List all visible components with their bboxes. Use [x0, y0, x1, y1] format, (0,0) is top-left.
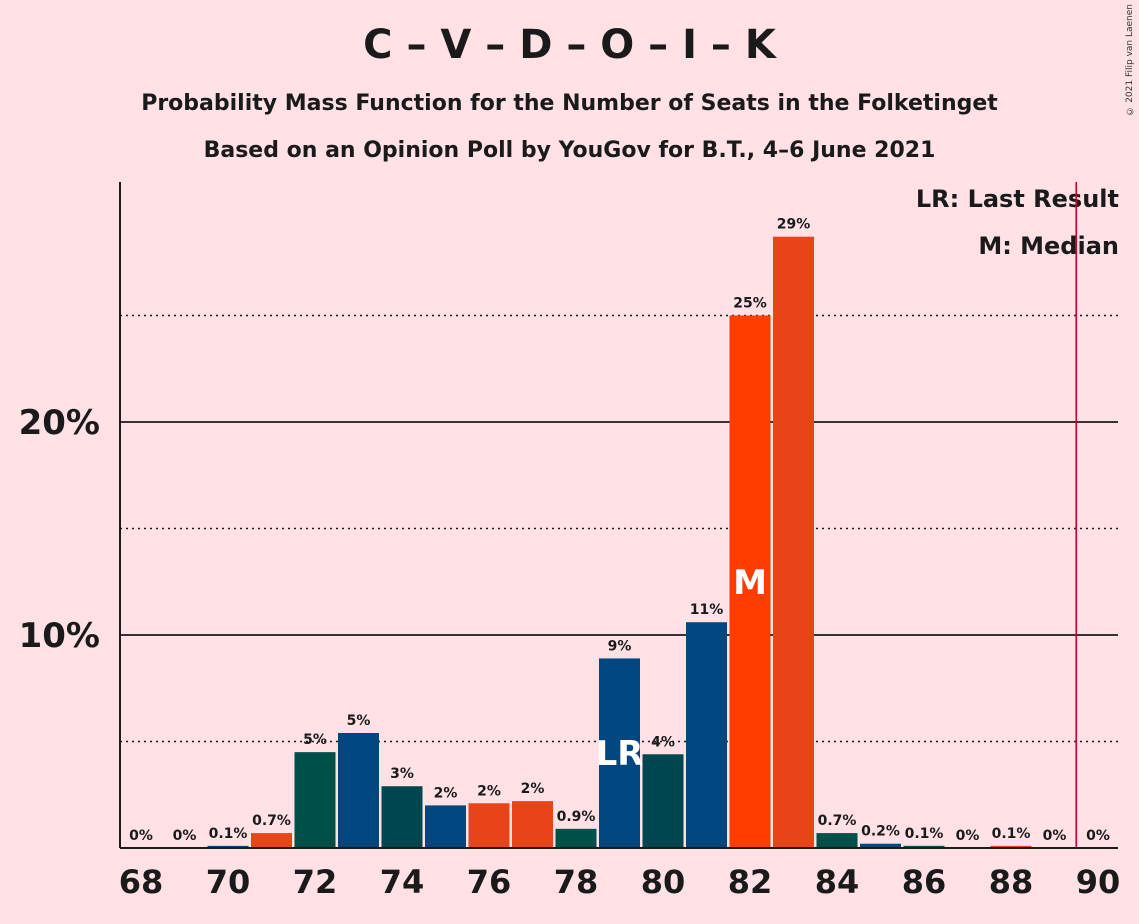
data-label: 9% — [608, 638, 632, 654]
data-label: 11% — [690, 602, 724, 618]
bar-seat-80 — [642, 754, 684, 848]
data-label: 5% — [303, 732, 327, 748]
bar-seat-75 — [425, 805, 466, 848]
data-label: 0% — [1043, 828, 1067, 844]
data-label: 0.1% — [209, 826, 248, 842]
data-label: 2% — [477, 783, 501, 799]
data-label: 0.7% — [818, 813, 857, 829]
bar-seat-71 — [251, 833, 292, 848]
bar-seat-86 — [903, 845, 945, 848]
x-tick-label: 70 — [206, 863, 251, 901]
last-result-marker: LR — [596, 734, 644, 774]
data-label: 0.2% — [861, 824, 900, 840]
bar-seat-78 — [555, 828, 597, 848]
median-marker: M — [733, 563, 767, 603]
y-tick-label: 20% — [19, 403, 100, 443]
bar-seat-70 — [207, 845, 249, 848]
bar-seat-81 — [686, 622, 727, 848]
data-label: 0% — [173, 828, 197, 844]
bar-seat-74 — [381, 786, 423, 848]
data-label: 0.1% — [992, 826, 1031, 842]
bar-seat-72 — [294, 752, 336, 848]
x-tick-label: 86 — [902, 863, 947, 901]
bar-seat-84 — [816, 833, 858, 848]
x-tick-label: 88 — [989, 863, 1034, 901]
data-label: 5% — [347, 713, 371, 729]
chart-title: C – V – D – O – I – K — [363, 22, 776, 68]
data-label: 29% — [777, 217, 811, 233]
x-tick-label: 90 — [1076, 863, 1121, 901]
x-tick-label: 68 — [119, 863, 164, 901]
data-label: 25% — [733, 296, 767, 312]
x-tick-label: 78 — [554, 863, 599, 901]
bar-seat-82 — [729, 315, 771, 848]
bar-seat-77 — [512, 801, 553, 848]
legend-last-result: LR: Last Result — [915, 185, 1119, 213]
data-label: 3% — [390, 766, 414, 782]
data-label: 0.1% — [905, 826, 944, 842]
bar-seat-73 — [338, 732, 379, 848]
bar-seat-83 — [773, 236, 814, 848]
data-label: 4% — [651, 734, 675, 750]
data-label: 2% — [521, 781, 545, 797]
legend-median: M: Median — [978, 232, 1119, 260]
data-label: 0.7% — [252, 813, 291, 829]
data-label: 0.9% — [557, 809, 596, 825]
x-tick-label: 82 — [728, 863, 773, 901]
bar-seat-85 — [860, 843, 901, 848]
data-label: 2% — [434, 785, 458, 801]
bar-seat-88 — [990, 845, 1032, 848]
x-tick-label: 76 — [467, 863, 512, 901]
x-tick-label: 74 — [380, 863, 425, 901]
chart-subtitle: Probability Mass Function for the Number… — [141, 91, 998, 116]
x-tick-label: 84 — [815, 863, 860, 901]
data-label: 0% — [956, 828, 980, 844]
x-tick-label: 80 — [641, 863, 686, 901]
data-label: 0% — [1086, 828, 1110, 844]
chart-subtitle-poll: Based on an Opinion Poll by YouGov for B… — [203, 138, 936, 163]
x-tick-label: 72 — [293, 863, 338, 901]
data-label: 0% — [129, 828, 153, 844]
bar-seat-79 — [599, 658, 640, 848]
y-tick-label: 10% — [19, 616, 100, 656]
bar-seat-76 — [468, 803, 510, 848]
